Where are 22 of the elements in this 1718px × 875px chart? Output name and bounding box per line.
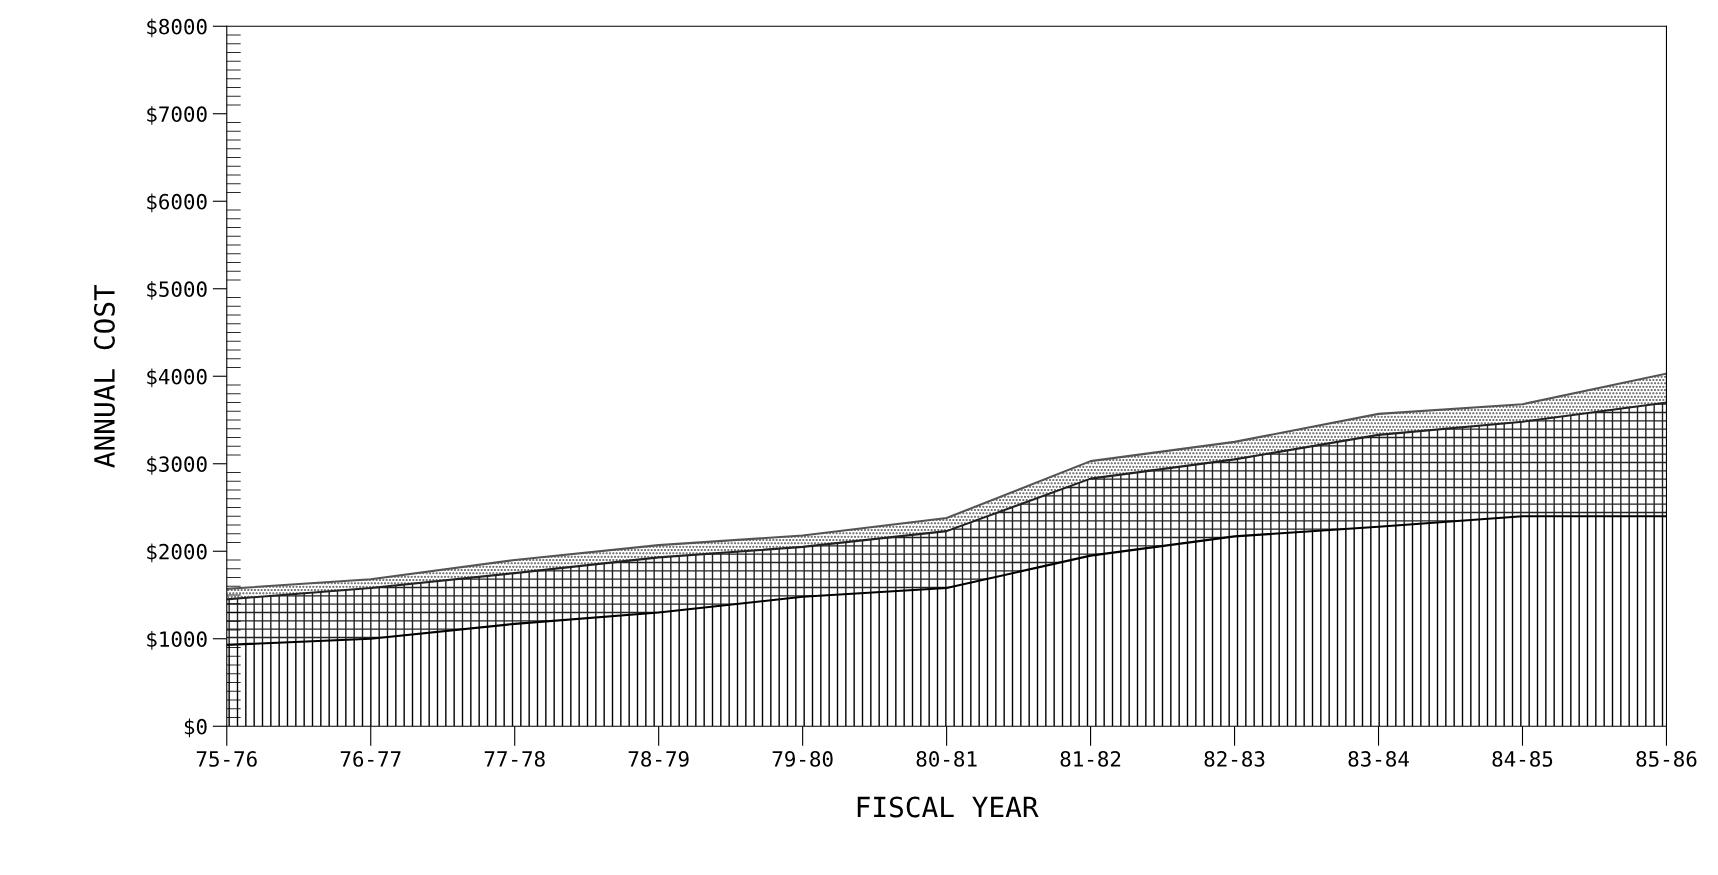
y-tick-label: $3000 [147, 455, 207, 475]
x-tick-label: 82-83 [1204, 751, 1265, 767]
x-tick-label: 76-77 [340, 751, 401, 767]
y-tick-label: $4000 [147, 368, 207, 388]
y-tick-label: $2000 [147, 543, 207, 563]
x-tick-label: 84-85 [1492, 751, 1553, 767]
x-tick-label: 75-76 [196, 751, 257, 767]
x-tick-label: 81-82 [1060, 751, 1121, 767]
y-tick-label: $6000 [147, 193, 207, 213]
x-axis-title: FISCAL YEAR [857, 796, 1039, 818]
y-tick-label: $5000 [147, 280, 207, 300]
x-tick-label: 78-79 [628, 751, 689, 767]
y-axis-title: ANNUAL COST [93, 284, 115, 468]
y-tick-label: $0 [184, 718, 207, 738]
x-tick-label: 79-80 [772, 751, 833, 767]
x-tick-label: 85-86 [1636, 751, 1697, 767]
x-tick-label: 83-84 [1348, 751, 1409, 767]
x-tick-label: 77-78 [484, 751, 545, 767]
y-tick-label: $8000 [147, 18, 207, 38]
y-tick-label: $1000 [147, 630, 207, 650]
x-tick-label: 80-81 [916, 751, 977, 767]
y-tick-label: $7000 [147, 105, 207, 125]
